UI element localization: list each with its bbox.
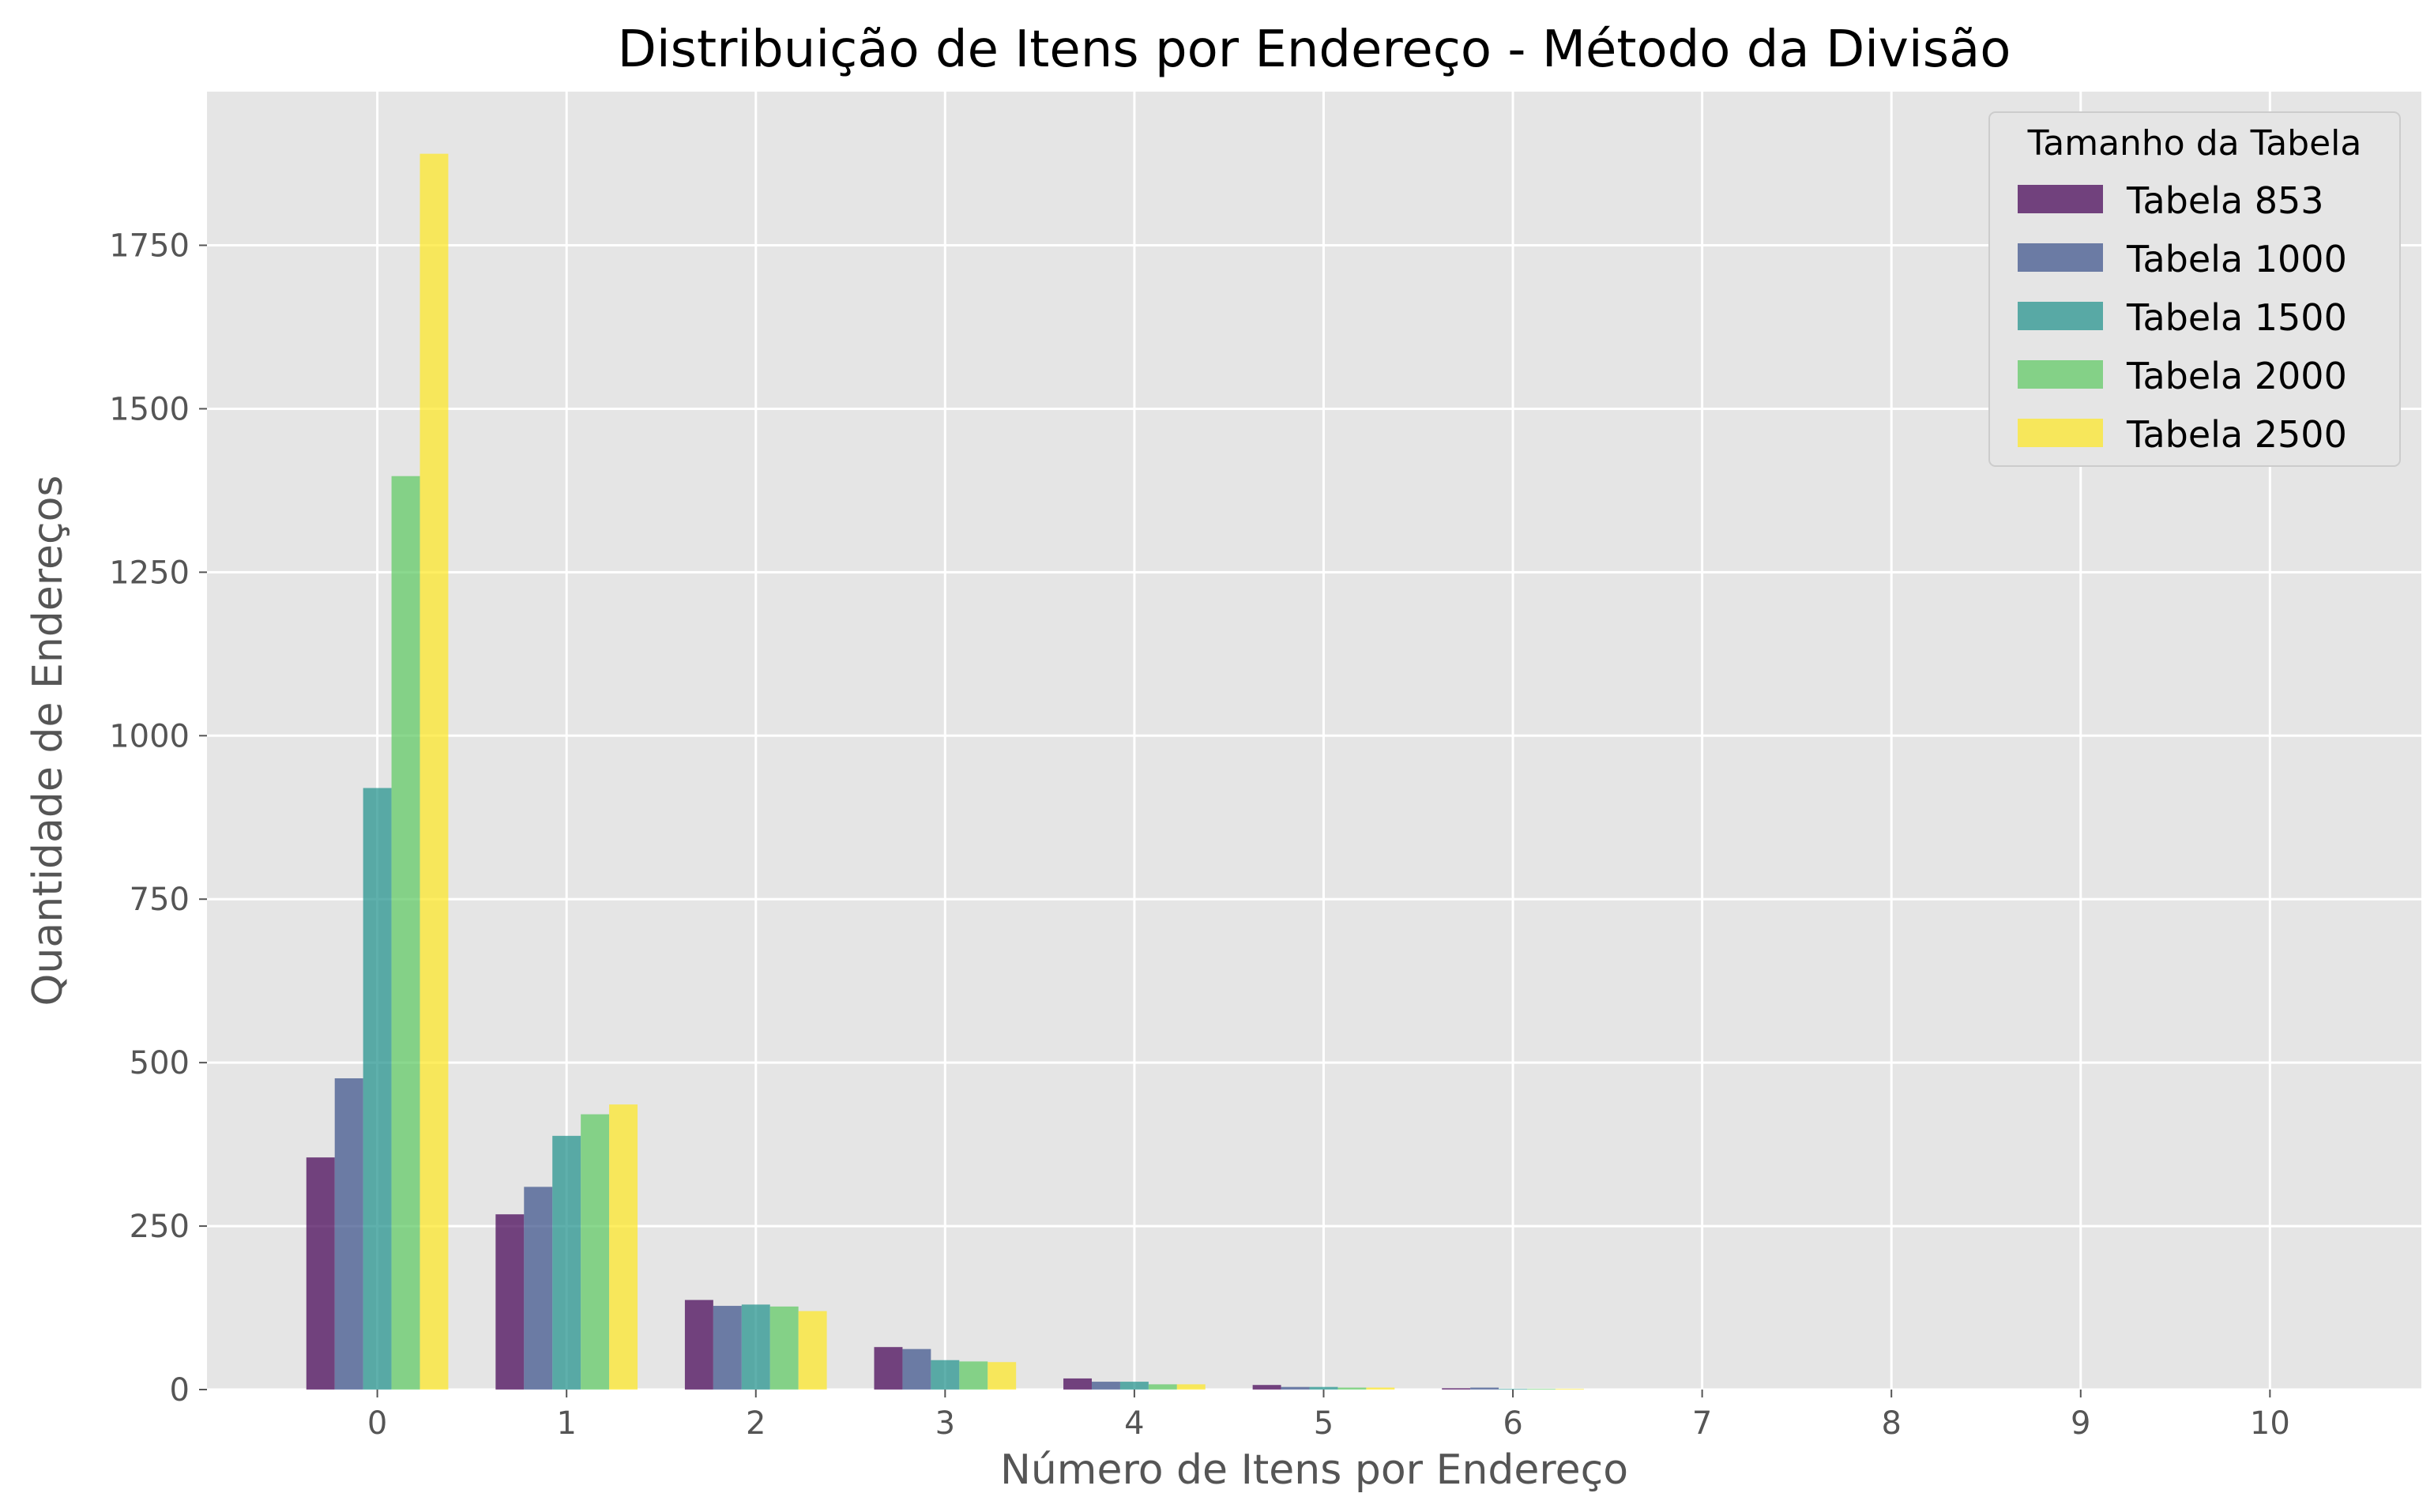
y-tick-label: 1250 xyxy=(109,555,190,591)
bar-tabela-1500-0 xyxy=(363,788,392,1390)
bar-tabela-853-1 xyxy=(495,1214,525,1390)
bar-tabela-2000-3 xyxy=(959,1361,988,1390)
x-tick-label: 2 xyxy=(746,1405,766,1442)
bar-tabela-2000-5 xyxy=(1337,1387,1367,1390)
bar-tabela-853-2 xyxy=(684,1299,713,1390)
bar-tabela-2500-6 xyxy=(1555,1389,1584,1390)
bar-tabela-2000-6 xyxy=(1527,1389,1556,1390)
legend-items: Tabela 853 Tabela 1000 Tabela 1500 Tabela 2… xyxy=(2018,179,2347,456)
legend-label: Tabela 1500 xyxy=(2126,296,2347,339)
y-tick-label: 1000 xyxy=(109,718,190,754)
bar-tabela-1000-4 xyxy=(1092,1382,1120,1390)
x-tick-label: 3 xyxy=(935,1405,955,1442)
y-tick-label: 1500 xyxy=(109,391,190,427)
bar-tabela-2500-5 xyxy=(1366,1387,1395,1390)
bar-tabela-1000-5 xyxy=(1281,1386,1310,1390)
bar-tabela-1000-3 xyxy=(902,1348,931,1390)
bar-tabela-853-5 xyxy=(1252,1385,1281,1390)
bar-tabela-1500-5 xyxy=(1309,1386,1338,1390)
bar-tabela-2500-2 xyxy=(798,1311,827,1390)
legend-swatch xyxy=(2018,302,2103,330)
y-tick-label: 0 xyxy=(170,1372,190,1409)
bar-tabela-1500-2 xyxy=(741,1304,770,1390)
legend-label: Tabela 1000 xyxy=(2126,238,2347,280)
legend-swatch xyxy=(2018,185,2103,213)
bars xyxy=(306,153,1584,1390)
bar-tabela-1000-6 xyxy=(1470,1387,1499,1390)
x-tick-label: 7 xyxy=(1692,1405,1712,1442)
chart-title: Distribuição de Itens por Endereço - Mét… xyxy=(618,21,2011,79)
bar-tabela-853-4 xyxy=(1063,1378,1093,1390)
legend-label: Tabela 2000 xyxy=(2126,355,2347,397)
legend-swatch xyxy=(2018,243,2103,272)
bar-tabela-1500-4 xyxy=(1119,1382,1149,1390)
x-tick-label: 4 xyxy=(1124,1405,1144,1442)
legend-label: Tabela 853 xyxy=(2126,179,2324,222)
ticks: 0 1 2 3 4 5 6 7 8 9 10 0 250 500 750 1000 1250 1500 1750 xyxy=(109,228,2290,1442)
bar-tabela-2000-2 xyxy=(769,1306,799,1390)
bar-tabela-2500-3 xyxy=(988,1362,1017,1390)
bar-tabela-853-3 xyxy=(874,1347,903,1390)
bar-tabela-1500-3 xyxy=(931,1360,960,1390)
y-tick-label: 750 xyxy=(130,882,190,918)
x-tick-label: 0 xyxy=(367,1405,387,1442)
x-tick-label: 10 xyxy=(2250,1405,2290,1442)
x-tick-label: 9 xyxy=(2071,1405,2090,1442)
bar-tabela-1000-0 xyxy=(334,1078,363,1390)
legend-swatch xyxy=(2018,360,2103,389)
y-tick-label: 1750 xyxy=(109,228,190,265)
x-tick-label: 6 xyxy=(1503,1405,1522,1442)
x-tick-label: 5 xyxy=(1314,1405,1334,1442)
bar-tabela-2500-1 xyxy=(609,1104,638,1390)
bar-tabela-2500-4 xyxy=(1176,1384,1206,1390)
bar-tabela-853-6 xyxy=(1442,1388,1471,1390)
bar-tabela-2000-0 xyxy=(391,476,420,1390)
bar-tabela-1000-1 xyxy=(524,1187,553,1390)
bar-tabela-1000-2 xyxy=(713,1306,742,1390)
bar-tabela-2000-1 xyxy=(581,1114,610,1390)
bar-tabela-1500-1 xyxy=(552,1135,581,1390)
y-tick-label: 500 xyxy=(130,1045,190,1081)
legend-title: Tamanho da Tabela xyxy=(2027,123,2362,164)
x-axis-label: Número de Itens por Endereço xyxy=(1000,1446,1628,1494)
x-tick-label: 8 xyxy=(1881,1405,1901,1442)
bar-tabela-2500-0 xyxy=(419,153,449,1390)
bar-tabela-2000-4 xyxy=(1148,1384,1177,1390)
bar-tabela-1500-6 xyxy=(1499,1389,1528,1390)
x-tick-label: 1 xyxy=(556,1405,576,1442)
y-axis-label: Quantidade de Endereços xyxy=(24,475,72,1006)
bar-tabela-853-0 xyxy=(306,1157,335,1390)
legend-label: Tabela 2500 xyxy=(2126,413,2347,456)
y-tick-label: 250 xyxy=(130,1209,190,1245)
legend-swatch xyxy=(2018,419,2103,447)
